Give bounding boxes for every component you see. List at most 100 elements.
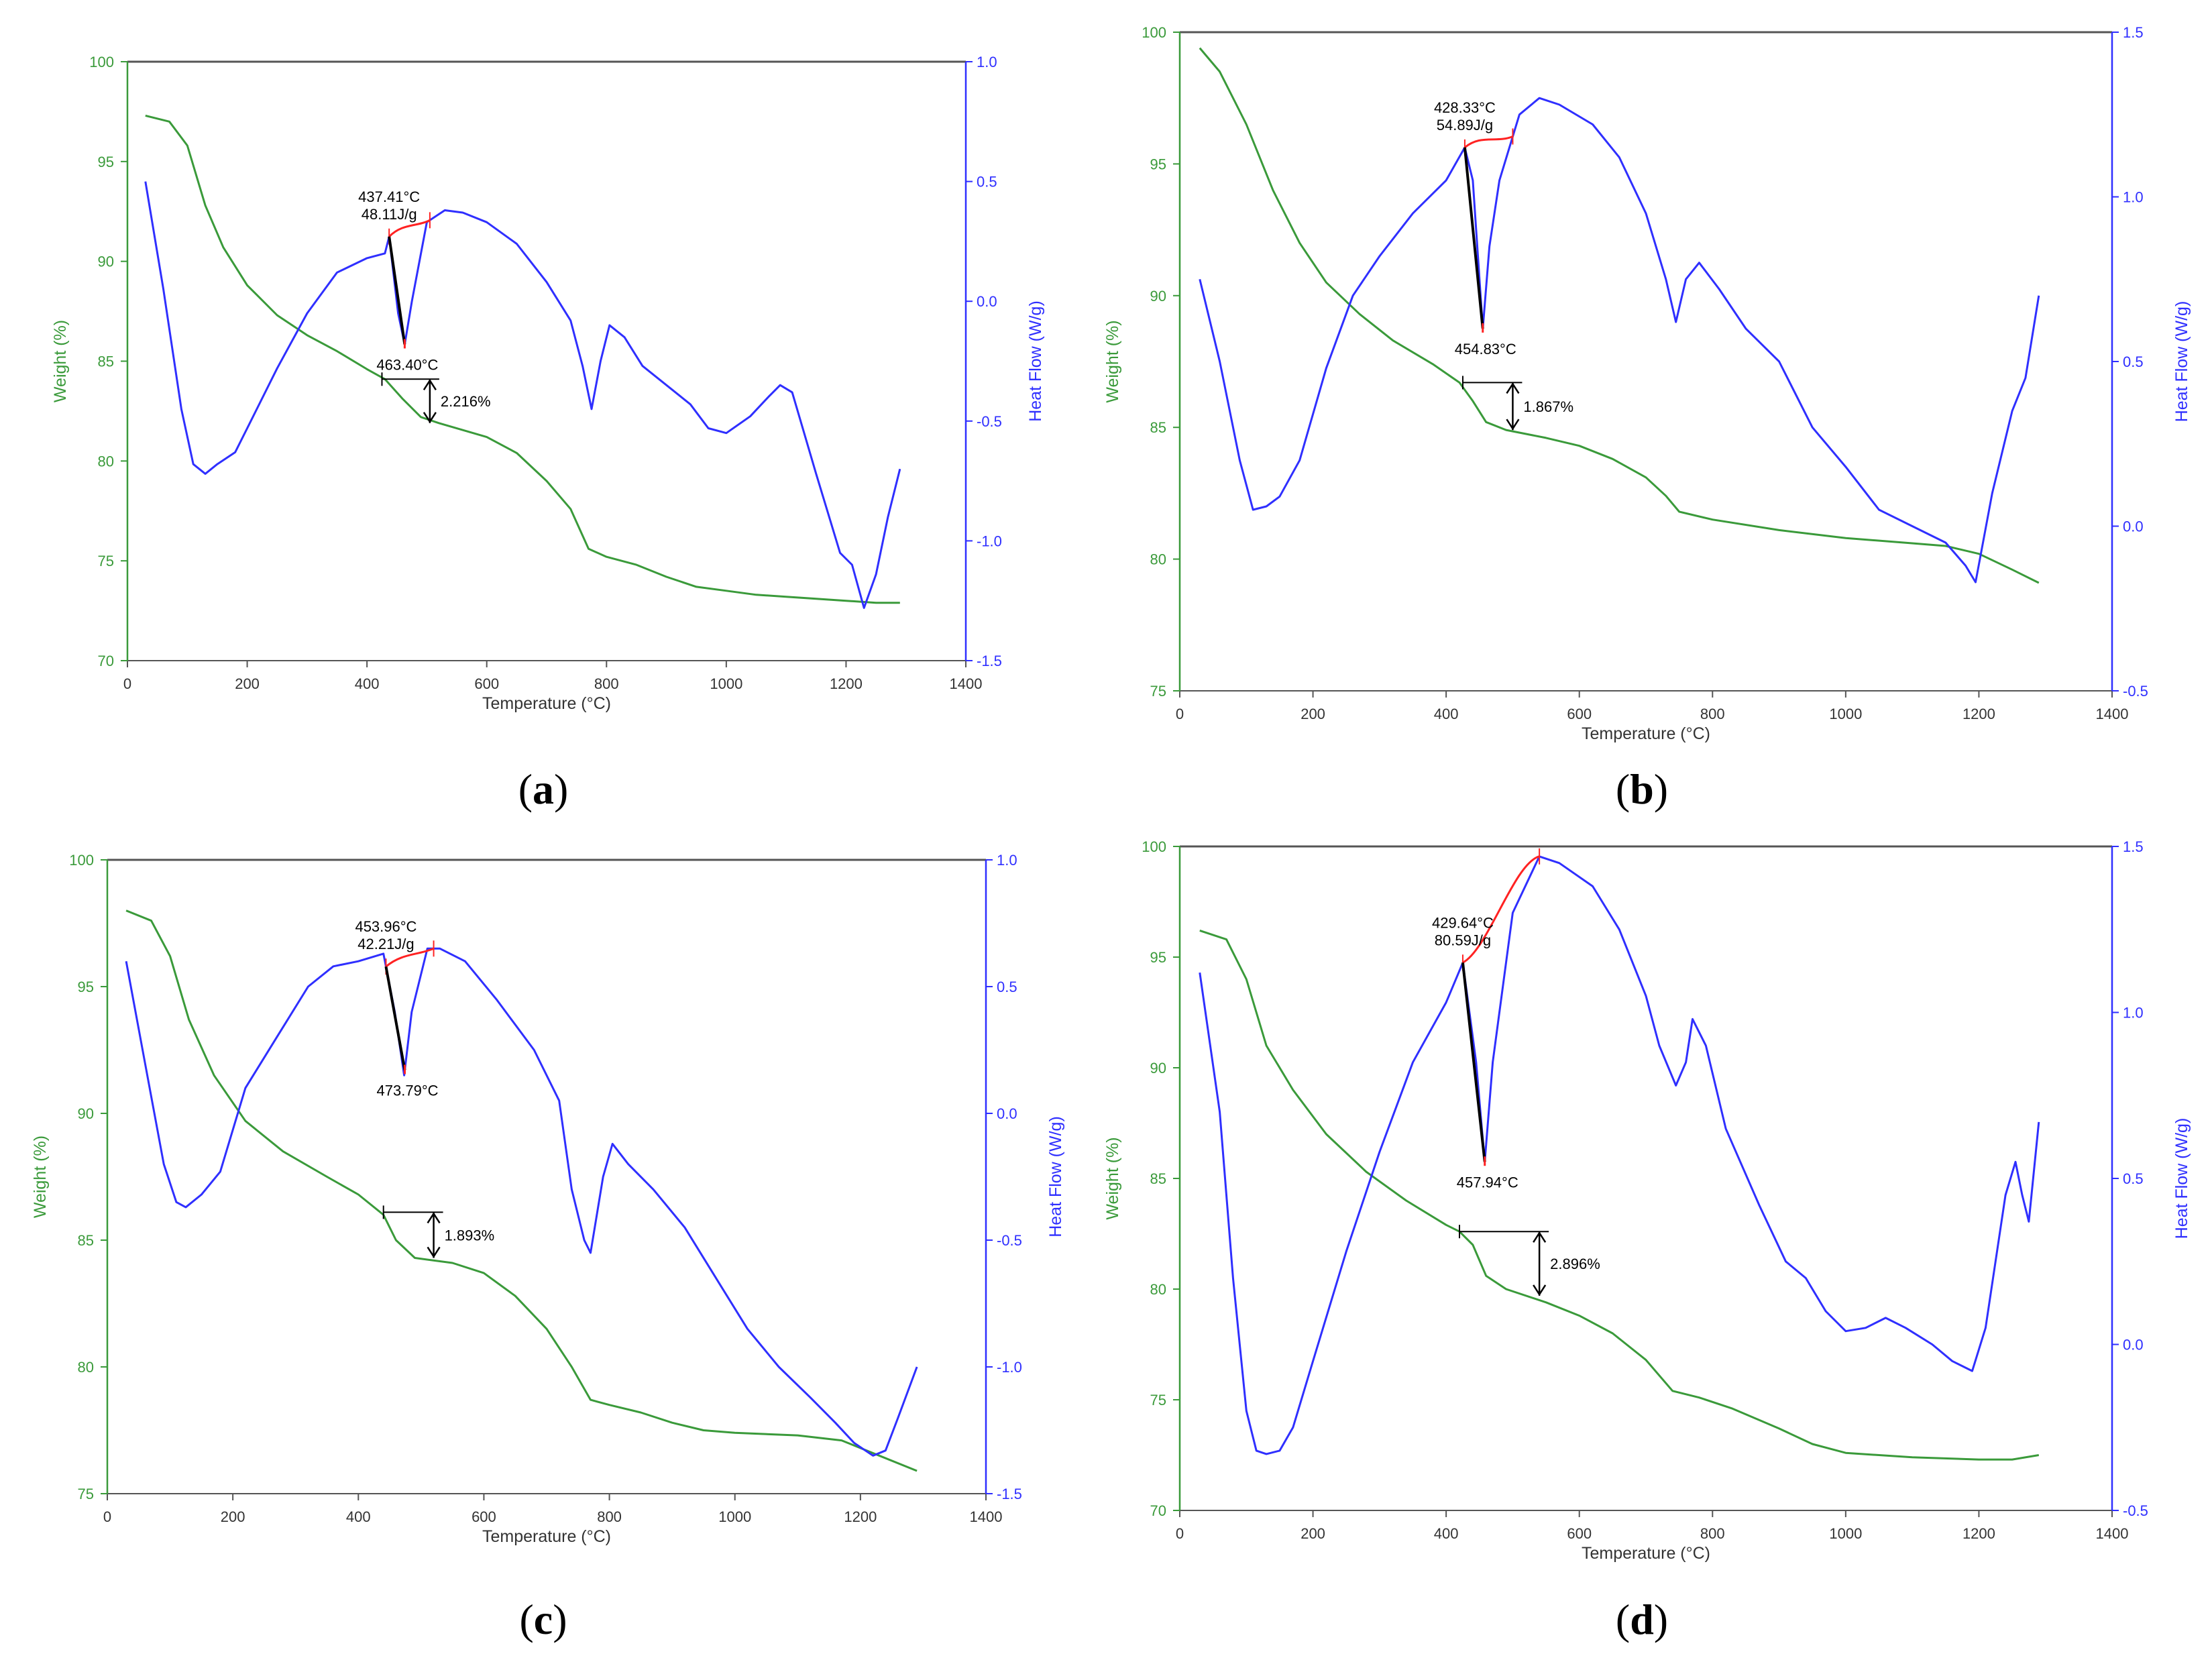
chart-c-x-tick-label: 200: [221, 1508, 245, 1525]
chart-a-right-tick-label: -1.0: [977, 533, 1002, 549]
chart-d-x-axis-label: Temperature (°C): [1582, 1544, 1710, 1563]
caption-b: (b): [1615, 765, 1669, 813]
chart-b-x-tick-label: 1000: [1829, 706, 1862, 722]
chart-a-peak-onset-label: 437.41°C: [358, 188, 420, 205]
caption-d: (d): [1615, 1596, 1669, 1643]
caption-a: (a): [518, 765, 569, 813]
caption-c: (c): [519, 1596, 567, 1643]
chart-c-x-tick-label: 1000: [718, 1508, 751, 1525]
chart-b-left-tick-label: 75: [1150, 683, 1166, 700]
chart-d-left-tick-label: 70: [1150, 1502, 1166, 1519]
chart-d-x-tick-label: 1000: [1829, 1525, 1862, 1542]
chart-c-right-tick-label: -0.5: [997, 1232, 1022, 1249]
chart-a-mass-step-arrow-head-down: [423, 412, 437, 424]
chart-b-left-tick-label: 85: [1150, 419, 1166, 436]
chart-a-right-axis-label: Heat Flow (W/g): [1026, 300, 1045, 422]
chart-d-left-tick-label: 85: [1150, 1170, 1166, 1187]
chart-a-left-tick-label: 100: [89, 54, 114, 70]
chart-b-x-axis-label: Temperature (°C): [1582, 724, 1710, 743]
chart-a-canvas: 0 200 400 600 800 1000 1200 1400 70 75 80 85 90 95 100…: [51, 54, 1045, 713]
chart-a-weight-line: [145, 114, 900, 604]
chart-c-heat-flow-line: [125, 947, 918, 1457]
chart-d-x-tick-label: 800: [1700, 1525, 1725, 1542]
chart-d-canvas: 0 200 400 600 800 1000 1200 1400 70 75 80 85 90 95 100…: [1103, 838, 2191, 1563]
chart-a-right-tick-label: -1.5: [977, 653, 1002, 669]
caption-c-letter: c: [533, 1596, 553, 1643]
chart-b-peak-tangent: [1463, 147, 1484, 329]
chart-c-mass-step-label: 1.893%: [445, 1227, 495, 1243]
chart-c-left-axis-label: Weight (%): [31, 1136, 50, 1218]
caption-d-letter: d: [1630, 1596, 1654, 1643]
chart-c-x-tick-label: 400: [346, 1508, 371, 1525]
chart-a-mass-step-label: 2.216%: [441, 393, 491, 410]
chart-a-peak-min-label: 463.40°C: [376, 356, 438, 373]
chart-d-x-tick-label: 1400: [2096, 1525, 2129, 1542]
chart-d-right-tick-label: 1.5: [2123, 838, 2144, 855]
chart-b-left-tick-label: 95: [1150, 156, 1166, 172]
chart-b-right-axis-label: Heat Flow (W/g): [2172, 301, 2191, 423]
chart-d-peak-min-label: 457.94°C: [1457, 1174, 1518, 1191]
chart-a-x-tick-label: 1200: [830, 675, 863, 692]
chart-d-left-axis-label: Weight (%): [1103, 1137, 1122, 1219]
chart-a-left-tick-label: 75: [98, 553, 114, 569]
chart-d-mass-step-label: 2.896%: [1550, 1256, 1600, 1272]
chart-b-right-tick-label: 1.0: [2123, 189, 2144, 206]
chart-b-right-tick-label: 0.0: [2123, 518, 2144, 535]
chart-d-right-tick-label: 1.0: [2123, 1005, 2144, 1021]
chart-c-mass-step-arrow-head-down: [427, 1246, 441, 1258]
chart-d-peak-enthalpy-label: 80.59J/g: [1435, 932, 1491, 948]
chart-panel-a: 0 200 400 600 800 1000 1200 1400 70 75 80 85 90 95 100…: [0, 0, 1106, 830]
chart-b-left-tick-label: 100: [1142, 24, 1166, 41]
chart-c-peak-tangent: [384, 966, 406, 1070]
chart-c-x-tick-label: 1400: [970, 1508, 1003, 1525]
chart-a-left-tick-label: 80: [98, 453, 114, 469]
chart-d-heat-flow-line: [1199, 855, 2040, 1455]
chart-c-left-tick-label: 80: [78, 1359, 94, 1376]
chart-d-peak-tangent: [1461, 962, 1486, 1162]
chart-c-peak-min-label: 473.79°C: [377, 1082, 439, 1099]
chart-b-left-tick-label: 80: [1150, 551, 1166, 568]
chart-b-right-tick-label: 1.5: [2123, 24, 2144, 41]
chart-a-left-tick-label: 85: [98, 353, 114, 370]
chart-panel-b: 0 200 400 600 800 1000 1200 1400 75 80 85 90 95 100 -0…: [1103, 0, 2212, 830]
chart-c-x-tick-label: 1200: [844, 1508, 877, 1525]
chart-b-x-tick-label: 200: [1301, 706, 1325, 722]
chart-a-mass-step-arrow-head-up: [423, 378, 437, 390]
chart-b-mass-step-arrow-head-down: [1506, 419, 1520, 431]
chart-a-left-tick-label: 90: [98, 254, 114, 270]
chart-c-right-axis-label: Heat Flow (W/g): [1046, 1116, 1065, 1237]
chart-panel-c: 0 200 400 600 800 1000 1200 1400 75 80 85 90 95 100 -1…: [0, 830, 1106, 1660]
chart-c-left-tick-label: 90: [78, 1105, 94, 1122]
chart-d-left-tick-label: 100: [1142, 838, 1166, 855]
chart-b-mass-step-arrow-head-up: [1506, 382, 1520, 394]
chart-b-weight-line: [1199, 47, 2040, 584]
chart-b-right-tick-label: -0.5: [2123, 683, 2148, 700]
chart-c-right-tick-label: -1.0: [997, 1359, 1022, 1376]
chart-d-right-tick-label: 0.0: [2123, 1337, 2144, 1353]
chart-b-heat-flow-line: [1199, 97, 2040, 584]
caption-b-letter: b: [1630, 765, 1654, 813]
chart-b-peak-enthalpy-label: 54.89J/g: [1437, 117, 1493, 133]
chart-a-left-tick-label: 70: [98, 653, 114, 669]
chart-c-right-tick-label: 0.0: [997, 1105, 1017, 1122]
chart-d-x-tick-label: 400: [1434, 1525, 1459, 1542]
chart-a-x-tick-label: 200: [235, 675, 260, 692]
chart-a-x-axis-label: Temperature (°C): [482, 694, 611, 713]
chart-b-x-tick-label: 1200: [1962, 706, 1995, 722]
chart-d-mass-step-arrow-head-up: [1533, 1231, 1547, 1243]
chart-a-x-tick-label: 1400: [950, 675, 983, 692]
chart-a-x-tick-label: 600: [474, 675, 499, 692]
chart-d-x-tick-label: 0: [1176, 1525, 1184, 1542]
chart-c-right-tick-label: -1.5: [997, 1486, 1022, 1502]
chart-a-x-tick-label: 0: [123, 675, 131, 692]
chart-c-peak-onset-label: 453.96°C: [355, 918, 417, 935]
chart-c-x-axis-label: Temperature (°C): [482, 1527, 611, 1546]
chart-d-weight-line: [1199, 929, 2040, 1461]
chart-a-right-tick-label: -0.5: [977, 413, 1002, 430]
chart-a-peak-enthalpy-label: 48.11J/g: [362, 206, 417, 223]
chart-c-weight-line: [125, 909, 918, 1472]
chart-c-mass-step-arrow-head-up: [427, 1212, 441, 1224]
chart-b-peak-min-label: 454.83°C: [1455, 341, 1516, 357]
chart-b-peak-onset-label: 428.33°C: [1434, 99, 1496, 116]
chart-c-left-tick-label: 95: [78, 979, 94, 995]
